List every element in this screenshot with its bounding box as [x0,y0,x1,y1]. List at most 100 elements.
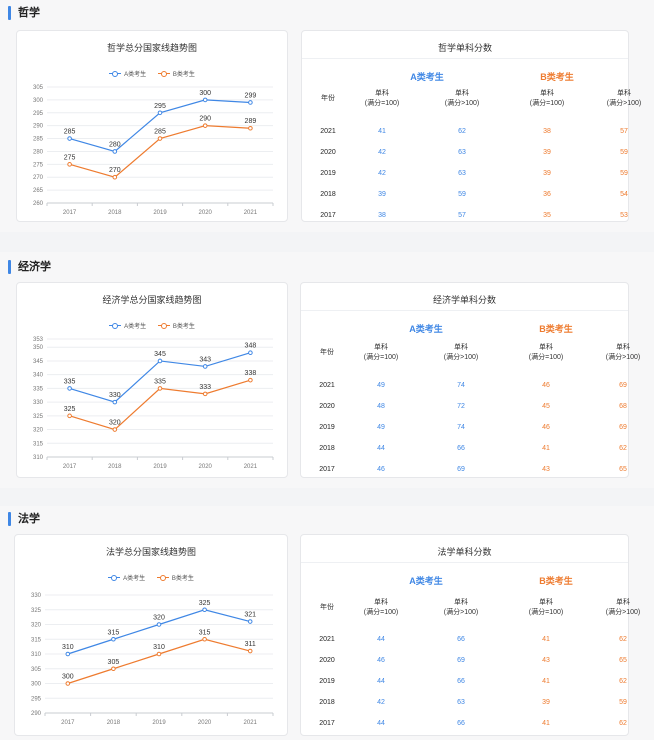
cell-b-over100: 65 [619,657,627,664]
y-tick-label: 325 [31,608,42,614]
row-year: 2020 [319,403,335,410]
data-point [67,386,72,391]
cell-b-over100: 59 [619,699,627,706]
cell-b-over100: 54 [620,191,628,198]
y-tick-label: 320 [31,623,42,629]
cell-a-100: 39 [378,191,386,198]
data-label: 335 [154,378,166,385]
cell-a-over100: 72 [457,403,465,410]
row-year: 2017 [319,466,335,473]
cell-b-over100: 62 [619,720,627,727]
legend-item-a[interactable]: A类考生 [108,573,145,582]
cell-b-100: 39 [543,149,551,156]
section-title: 经济学 [8,260,51,274]
cell-a-over100: 63 [457,699,465,706]
cell-a-over100: 66 [457,678,465,685]
data-point [157,136,163,141]
section-economics: 经济学 经济学总分国家线趋势图 A类考生 B类考生 310 315 320 325 33… [0,252,654,488]
data-point [248,377,253,383]
col-header-fullscore: (满分>100) [444,100,480,107]
chart-title: 经济学总分国家线趋势图 [102,295,202,305]
col-header-fullscore: (满分=100) [529,100,565,107]
col-header-subject: 单科 [375,90,389,97]
y-tick-label: 305 [33,85,44,91]
score-table-card: 经济学单科分数 A类考生 B类考生 年份 单科 (满分=100) 单科 (满分>100) 单科 (… [300,282,640,478]
group-b-label: B类考生 [539,576,573,586]
col-header-subject: 单科 [374,344,388,351]
row-year: 2019 [319,424,335,431]
x-tick-label: 2019 [153,210,167,216]
x-tick-label: 2018 [108,210,122,216]
row-year: 2018 [319,699,335,706]
cell-a-over100: 66 [457,636,465,643]
cell-a-over100: 57 [458,212,466,219]
line-chart: 290 295 300 305 310 315 320 325 330 2017 2018 2019 2… [31,593,274,726]
y-tick-label: 305 [31,667,42,673]
cell-b-100: 36 [543,191,551,198]
y-tick-label: 315 [33,441,44,447]
chart-card: 哲学总分国家线趋势图 A类考生 B类考生 260 265 270 275 280 285 2… [16,30,288,222]
col-header-fullscore: (满分>100) [443,354,479,361]
legend-item-a[interactable]: A类考生 [109,321,146,330]
col-header-subject: 单科 [616,599,630,606]
data-label: 320 [153,615,165,622]
cell-b-over100: 62 [619,445,627,452]
data-point [202,391,208,397]
group-a-label: A类考生 [409,576,443,586]
col-header-fullscore: (满分=100) [363,354,399,361]
legend-item-a[interactable]: A类考生 [109,69,146,78]
x-tick-label: 2020 [198,720,212,726]
cell-a-over100: 66 [457,720,465,727]
group-b-label: B类考生 [540,72,574,82]
y-tick-label: 300 [31,682,42,688]
y-tick-label: 295 [33,111,44,117]
data-label: 315 [108,629,120,636]
x-tick-label: 2020 [199,210,213,216]
col-header-year: 年份 [320,349,334,356]
data-label: 345 [154,351,166,358]
col-header-subject: 单科 [454,599,468,606]
legend-item-b[interactable]: B类考生 [157,321,195,330]
cell-b-100: 35 [543,212,551,219]
table-title: 法学单科分数 [437,547,492,557]
cell-b-100: 46 [542,382,550,389]
data-point [157,110,163,116]
y-tick-label: 285 [33,137,44,143]
chart-title: 哲学总分国家线趋势图 [106,43,197,53]
data-label: 325 [64,406,76,413]
data-label: 310 [153,644,165,651]
row-year: 2020 [320,149,336,156]
cell-a-100: 42 [377,699,385,706]
row-year: 2017 [320,212,336,219]
data-point [247,648,253,654]
legend-marker-icon [109,70,122,77]
legend-marker-icon [108,574,121,581]
data-point [67,136,72,141]
table-title: 经济学单科分数 [432,295,496,305]
cell-a-100: 42 [378,170,386,177]
cell-a-over100: 74 [457,382,465,389]
y-tick-label: 290 [31,711,42,717]
data-label: 315 [199,629,211,636]
cell-b-over100: 62 [619,636,627,643]
y-tick-label: 270 [33,175,44,181]
cell-a-over100: 59 [458,191,466,198]
x-tick-label: 2018 [108,464,122,470]
data-label: 295 [154,103,166,110]
y-tick-label: 320 [33,428,44,434]
row-year: 2019 [320,170,336,177]
data-point [112,174,118,180]
col-header-fullscore: (满分>100) [443,609,479,616]
chart-legend: A类考生 B类考生 [17,69,287,79]
data-label: 311 [245,641,256,648]
line-chart: 260 265 270 275 280 285 290 295 300 305 2017 2018 20… [33,85,274,216]
row-year: 2019 [319,678,335,685]
cell-a-100: 46 [377,466,385,473]
cell-b-100: 43 [542,657,550,664]
data-label: 300 [199,90,211,97]
x-tick-label: 2017 [61,720,75,726]
legend-item-b[interactable]: B类考生 [157,69,195,78]
cell-b-100: 46 [542,424,550,431]
legend-item-b[interactable]: B类考生 [156,573,194,582]
section-title: 法学 [8,512,40,526]
